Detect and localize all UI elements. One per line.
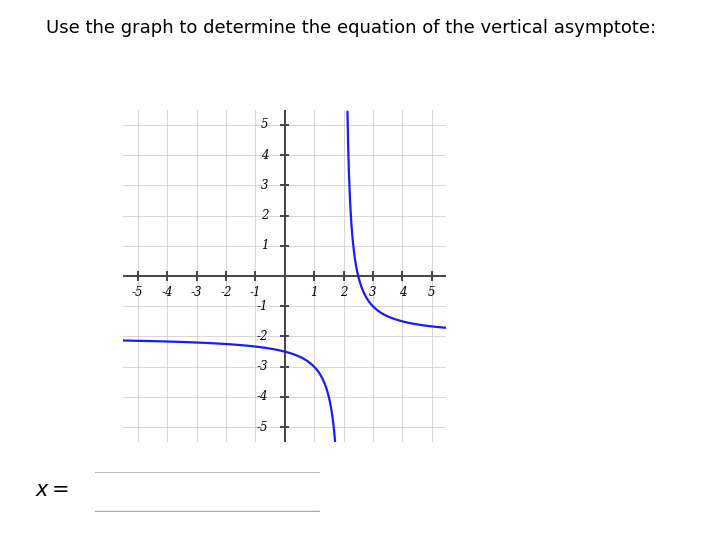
Text: -3: -3 <box>191 286 202 299</box>
Text: -4: -4 <box>162 286 173 299</box>
Text: 5: 5 <box>428 286 435 299</box>
Text: 5: 5 <box>261 118 269 131</box>
FancyBboxPatch shape <box>88 472 327 511</box>
Text: 4: 4 <box>261 148 269 162</box>
Text: -5: -5 <box>132 286 143 299</box>
Text: $x =$: $x =$ <box>35 481 70 500</box>
Text: 4: 4 <box>399 286 406 299</box>
Text: 1: 1 <box>261 240 269 252</box>
Text: 3: 3 <box>369 286 377 299</box>
Text: 3: 3 <box>261 179 269 192</box>
Text: -1: -1 <box>250 286 261 299</box>
Text: -4: -4 <box>257 390 269 404</box>
Text: -2: -2 <box>257 330 269 343</box>
Text: 1: 1 <box>310 286 318 299</box>
Text: 2: 2 <box>261 209 269 222</box>
Text: 2: 2 <box>340 286 347 299</box>
Text: -3: -3 <box>257 360 269 373</box>
Text: -5: -5 <box>257 421 269 434</box>
Text: -2: -2 <box>220 286 232 299</box>
Text: Use the graph to determine the equation of the vertical asymptote:: Use the graph to determine the equation … <box>46 19 657 37</box>
Text: -1: -1 <box>257 300 269 312</box>
